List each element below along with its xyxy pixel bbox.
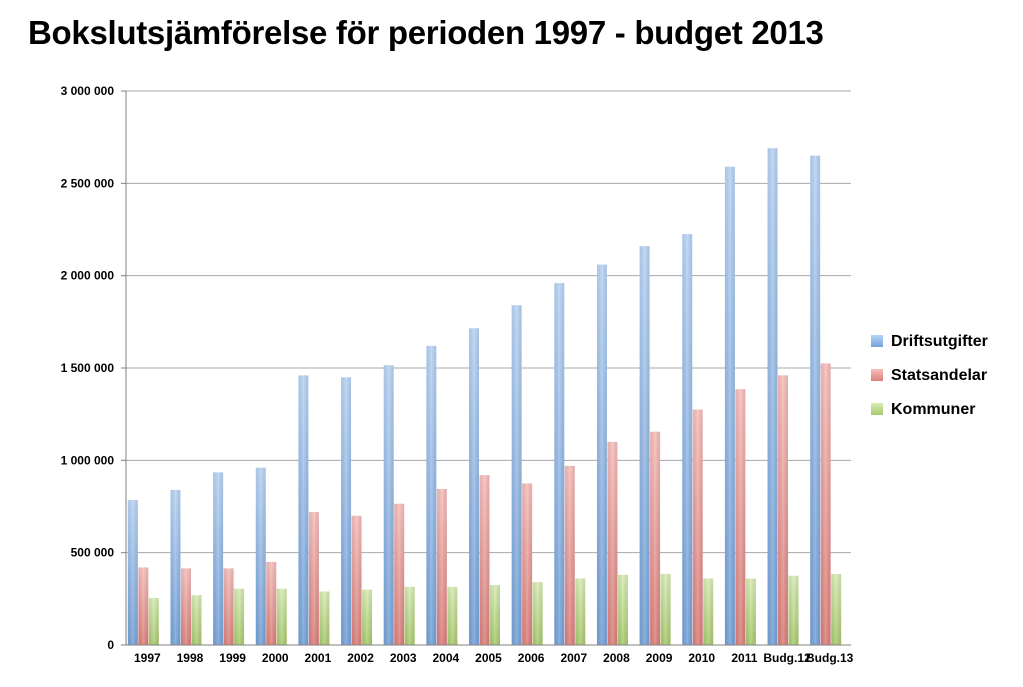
axis-layer: 0 500 000 1 000 000 1 500 000 2 000 000 2 500…: [61, 84, 854, 665]
bar-shading: [383, 365, 394, 645]
bar-shading: [511, 305, 522, 645]
y-tick-label: 1 500 000: [61, 361, 115, 375]
bar-shading: [308, 512, 319, 645]
bar-shading: [532, 582, 543, 645]
x-tick-label: 1998: [177, 651, 204, 665]
bar-shading: [223, 568, 234, 645]
bar-shading: [831, 573, 842, 645]
x-tick-label: 2009: [646, 651, 673, 665]
bar-shading: [341, 377, 352, 645]
bar-shading: [191, 595, 202, 645]
bar-shading: [447, 586, 458, 645]
bar-shading: [554, 283, 565, 645]
legend-swatch-driftsutgifter: [871, 335, 883, 347]
x-tick-label: Budg.12: [763, 651, 811, 665]
bar-shading: [436, 488, 447, 645]
bar-shading: [362, 589, 373, 645]
x-tick-label: 2008: [603, 651, 630, 665]
bar-shading: [650, 431, 661, 645]
bar-shading: [298, 375, 309, 645]
bar-shading: [351, 515, 362, 645]
bar-shading: [596, 264, 607, 645]
bar-shading: [564, 465, 575, 645]
y-tick-label: 1 000 000: [61, 453, 115, 467]
bar-shading: [170, 489, 181, 645]
x-tick-label: 2004: [433, 651, 460, 665]
bar-shading: [692, 409, 703, 645]
chart-title: Bokslutsjämförelse för perioden 1997 - b…: [28, 14, 824, 51]
bar-shading: [138, 567, 149, 645]
bar-shading: [319, 591, 330, 645]
x-tick-label: 1997: [134, 651, 161, 665]
legend-label-driftsutgifter: Driftsutgifter: [891, 333, 988, 350]
x-tick-label: 2001: [305, 651, 332, 665]
bar-shading: [404, 586, 415, 645]
bar-shading: [276, 588, 287, 645]
bar-shading: [660, 573, 671, 645]
bar-shading: [266, 561, 277, 645]
x-tick-label: 2003: [390, 651, 417, 665]
y-tick-label: 2 000 000: [61, 269, 115, 283]
bar-shading: [148, 597, 159, 645]
x-tick-label: 2011: [731, 651, 757, 665]
bar-shading: [724, 166, 735, 646]
bar-shading: [479, 475, 490, 645]
bar-shading: [469, 328, 479, 645]
bar-shading: [788, 575, 799, 645]
y-tick-label: 3 000 000: [61, 84, 115, 98]
x-tick-label: 2006: [518, 651, 545, 665]
x-tick-label: 2002: [347, 651, 374, 665]
bar-shading: [735, 389, 746, 645]
bar-shading: [234, 588, 245, 645]
bar-shading: [607, 441, 618, 645]
bar-shading: [745, 578, 756, 645]
bar-shading: [767, 148, 778, 645]
bar-shading: [394, 503, 405, 645]
bar-shading: [820, 363, 831, 645]
legend-label-kommuner: Kommuner: [891, 401, 975, 418]
bar-shading: [639, 246, 650, 645]
y-tick-label: 500 000: [71, 546, 115, 560]
legend-swatch-statsandelar: [871, 369, 883, 381]
bar-shading: [682, 234, 693, 645]
legend-swatch-kommuner: [871, 403, 883, 415]
bar-shading: [703, 578, 714, 645]
bars-layer: [127, 148, 842, 646]
legend-label-statsandelar: Statsandelar: [891, 367, 987, 384]
x-tick-label: 2005: [475, 651, 502, 665]
bar-shading: [180, 568, 191, 645]
bar-shading: [490, 584, 500, 645]
grid-layer: [126, 90, 851, 554]
x-tick-label: Budg.13: [806, 651, 854, 665]
bar-shading: [778, 375, 789, 645]
y-tick-label: 0: [107, 638, 114, 652]
y-tick-label: 2 500 000: [61, 176, 115, 190]
bar-shading: [810, 155, 821, 645]
x-tick-label: 2010: [688, 651, 715, 665]
bar-shading: [522, 483, 533, 645]
x-tick-label: 2000: [262, 651, 289, 665]
bar-shading: [426, 345, 437, 645]
bar-shading: [213, 472, 224, 645]
legend: Driftsutgifter Statsandelar Kommuner: [871, 333, 988, 418]
x-tick-label: 2007: [560, 651, 587, 665]
bar-shading: [617, 574, 628, 645]
x-tick-label: 1999: [219, 651, 246, 665]
bar-shading: [127, 500, 138, 645]
bar-shading: [255, 467, 266, 645]
bar-shading: [575, 578, 586, 645]
